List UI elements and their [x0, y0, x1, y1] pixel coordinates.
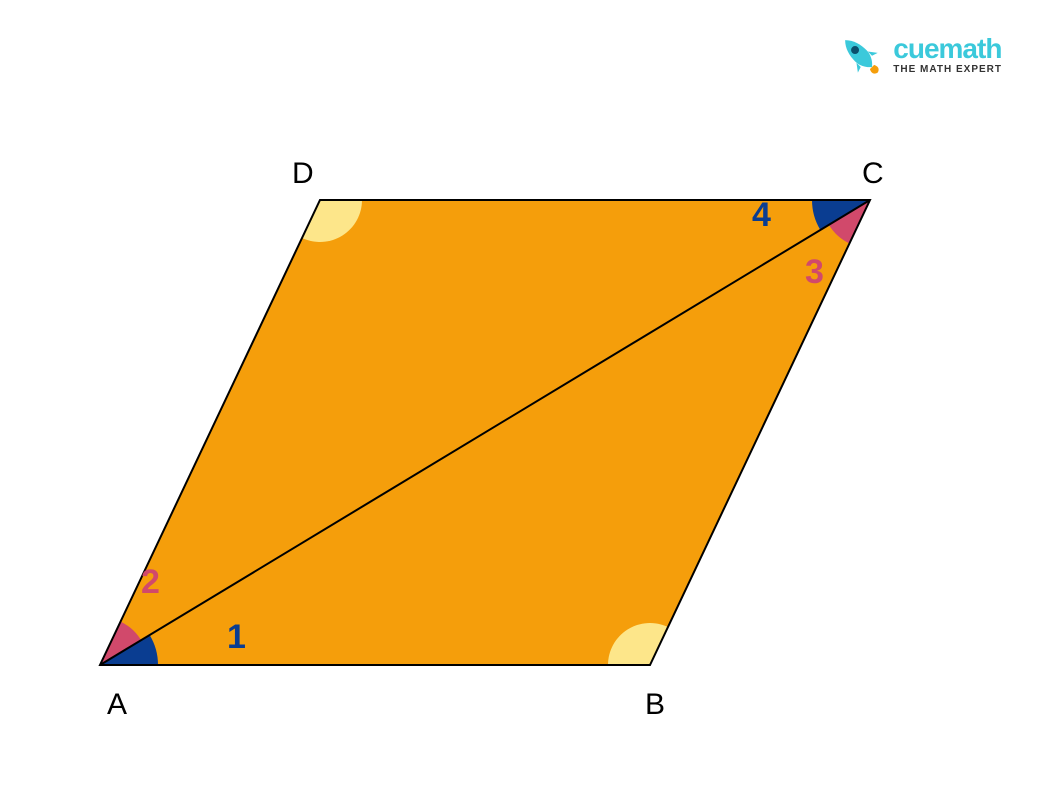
angle-label-3: 3: [805, 253, 824, 292]
vertex-label-a: A: [107, 688, 127, 722]
angle-label-4: 4: [752, 196, 771, 235]
vertex-label-b: B: [645, 688, 665, 722]
logo-tagline-text: THE MATH EXPERT: [893, 65, 1002, 75]
angle-label-1: 1: [227, 618, 246, 657]
rocket-icon: [835, 30, 885, 80]
diagram-canvas: [0, 0, 1042, 802]
vertex-label-c: C: [862, 157, 884, 191]
vertex-label-d: D: [292, 157, 314, 191]
angle-label-2: 2: [141, 563, 160, 602]
logo-brand-text: cuemath: [893, 35, 1002, 63]
cuemath-logo: cuemath THE MATH EXPERT: [835, 30, 1002, 80]
